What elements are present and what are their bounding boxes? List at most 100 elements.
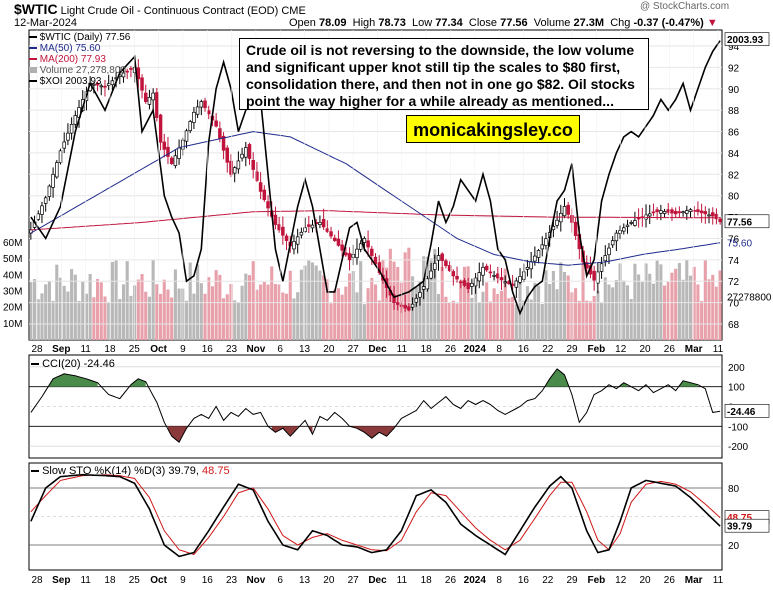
x-tick-label-bottom: Mar xyxy=(685,575,703,586)
candle-body xyxy=(433,262,437,270)
x-tick-label-top: 29 xyxy=(567,344,579,355)
candle-body xyxy=(169,157,174,164)
volume-bar xyxy=(603,277,607,340)
legend-swatch-wtic xyxy=(29,36,37,39)
price-tick-label: 80 xyxy=(728,192,740,203)
volume-bar xyxy=(281,292,285,340)
legend-item-volume: Volume 27,278,800 xyxy=(29,65,130,76)
volume-bar xyxy=(121,284,126,340)
x-tick-label-bottom: 22 xyxy=(542,575,554,586)
close-label: Close xyxy=(468,17,498,29)
volume-bar xyxy=(214,270,218,340)
volume-bar xyxy=(325,279,329,340)
volume-bar xyxy=(507,298,511,340)
legend-label-wtic: $WTIC (Daily) 77.56 xyxy=(39,32,131,43)
x-tick-label-top: Dec xyxy=(368,344,387,355)
candle-body xyxy=(225,147,230,163)
volume-bar xyxy=(640,281,644,340)
candle-body xyxy=(295,236,300,245)
candle-body xyxy=(470,282,474,287)
candle-body xyxy=(147,96,152,105)
volume-bar xyxy=(714,286,718,340)
volume-bar xyxy=(537,285,541,340)
candle-body xyxy=(407,306,411,311)
candle-body xyxy=(236,160,241,170)
candle-body xyxy=(455,275,459,280)
volume-bar xyxy=(370,277,374,340)
volume-bar xyxy=(166,289,170,340)
volume-bar xyxy=(240,285,244,340)
x-tick-label-bottom: 8 xyxy=(496,575,502,586)
volume-bar xyxy=(362,304,366,340)
volume-bar xyxy=(66,291,70,340)
close-value: 77.56 xyxy=(500,17,528,29)
volume-bar xyxy=(663,285,667,340)
cci-overbought-fill xyxy=(620,382,628,387)
volume-bar xyxy=(273,284,277,340)
cci-overbought-fill xyxy=(49,373,98,387)
candle-body xyxy=(707,214,711,217)
volume-tick-label: 20M xyxy=(3,303,22,314)
volume-bar xyxy=(144,291,148,340)
candle-body xyxy=(43,197,48,204)
volume-tick-label: 10M xyxy=(3,319,22,330)
candle-body xyxy=(447,265,452,272)
x-tick-label-bottom: 11 xyxy=(713,575,724,586)
candle-body xyxy=(677,211,682,214)
volume-bar xyxy=(477,302,481,340)
candle-body xyxy=(262,189,267,201)
candle-body xyxy=(69,123,74,134)
candle-body xyxy=(651,211,656,214)
volume-bar xyxy=(81,281,85,340)
volume-bar xyxy=(377,300,381,340)
x-tick-label-top: 23 xyxy=(226,344,238,355)
sto-d-value-tag: 48.75 xyxy=(727,513,752,524)
volume-bar xyxy=(418,281,422,340)
volume-bar xyxy=(518,276,522,340)
candle-body xyxy=(681,211,685,214)
volume-bar xyxy=(36,299,40,340)
low-label: Low xyxy=(411,17,433,29)
x-tick-label-top: 9 xyxy=(180,344,186,355)
candle-body xyxy=(206,110,211,115)
volume-bar xyxy=(307,260,311,340)
candle-body xyxy=(451,271,456,277)
volume-bar xyxy=(522,300,526,340)
volume-bar xyxy=(385,267,389,340)
volume-bar xyxy=(199,283,203,340)
candle-body xyxy=(688,209,693,212)
x-tick-label-top: 11 xyxy=(713,344,724,355)
cci-oversold-fill xyxy=(168,426,187,443)
price-tick-label: 94 xyxy=(728,42,740,53)
candle-body xyxy=(347,253,352,261)
volume-bar xyxy=(373,284,378,340)
candle-body xyxy=(414,297,419,303)
candle-body xyxy=(344,252,348,256)
volume-bar xyxy=(444,296,448,340)
candle-body xyxy=(58,150,63,163)
legend-swatch-xoi xyxy=(29,80,37,83)
candle-body xyxy=(633,220,637,226)
volume-bar xyxy=(670,272,674,340)
candle-body xyxy=(696,209,700,213)
candle-body xyxy=(284,235,289,241)
x-tick-label-top: 8 xyxy=(496,344,502,355)
candle-body xyxy=(647,213,652,217)
volume-bar xyxy=(425,256,429,340)
chg-down-icon: ▼ xyxy=(706,17,718,29)
price-tick-label: 74 xyxy=(728,256,740,267)
candle-body xyxy=(221,135,226,151)
candle-body xyxy=(140,77,144,91)
volume-bar xyxy=(340,294,344,340)
volume-label: Volume xyxy=(533,17,571,29)
sto-legend-label: Slow STO %K(14) %D(3) 39.79, xyxy=(42,465,199,477)
candle-body xyxy=(636,217,641,220)
volume-bar xyxy=(485,282,489,340)
ma200-line xyxy=(30,210,721,231)
candle-body xyxy=(121,72,126,78)
cci-value-tag-box xyxy=(724,404,770,418)
x-tick-label-bottom: 13 xyxy=(299,575,311,586)
volume-bar xyxy=(251,261,255,340)
candle-body xyxy=(662,211,667,214)
volume-bar xyxy=(151,259,155,340)
